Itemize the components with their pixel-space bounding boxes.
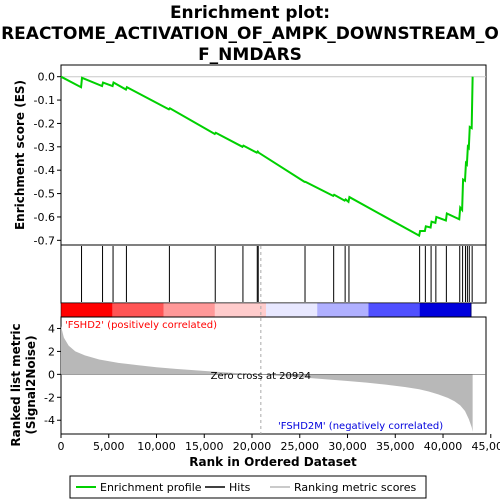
x-tick-label: 10,000: [137, 440, 176, 453]
hits-panel-frame: [60, 244, 487, 304]
x-tick-label: 40,000: [424, 440, 463, 453]
chart-title: Enrichment plot: REACTOME_ACTIVATION_OF_…: [1, 3, 499, 65]
hit-marks: [81, 246, 473, 302]
color-bar-segment: [368, 303, 421, 317]
es-y-tick-label: -0.4: [34, 164, 55, 177]
color-bar-segment: [419, 303, 472, 317]
ranked-metric-panel: 420-2-4 'FSHD2' (positively correlated) …: [9, 246, 487, 447]
x-tick-label: 25,000: [281, 440, 320, 453]
x-tick-label: 0: [58, 440, 65, 453]
color-bar-segments: [61, 303, 472, 317]
metric-y-axis-label-line-1: Ranked list metric: [9, 323, 23, 446]
ranking-metric-area: [61, 326, 473, 432]
metric-y-axis-label-line-2: (Signal2Noise): [24, 335, 38, 434]
color-bar-segment: [61, 303, 113, 317]
es-y-tick-label: -0.2: [34, 117, 55, 130]
title-line-1: Enrichment plot:: [170, 3, 330, 23]
es-y-tick-label: 0.0: [38, 71, 56, 84]
color-bar-segment: [266, 303, 318, 317]
legend-label-ranking-metric: Ranking metric scores: [294, 481, 416, 494]
legend-frame: [69, 475, 427, 499]
es-y-axis-label: Enrichment score (ES): [13, 80, 27, 230]
es-y-tick-label: -0.3: [34, 141, 55, 154]
zero-cross-label: Zero cross at 20924: [211, 371, 311, 382]
es-panel-frame: [60, 64, 487, 246]
x-ticks: 0 5,000 10,000 15,000 20,000 25,000 30,000 35,0…: [58, 434, 500, 453]
es-y-tick-label: -0.1: [34, 94, 55, 107]
enrichment-profile-line: [60, 75, 474, 238]
x-tick-label: 30,000: [328, 440, 367, 453]
title-line-3: F_NMDARS: [198, 45, 302, 65]
metric-y-tick-label: 0: [48, 368, 55, 381]
x-tick-label: 45,000: [472, 440, 500, 453]
x-tick-label: 5,000: [93, 440, 125, 453]
rank-color-bar: [60, 302, 472, 318]
x-tick-label: 35,000: [376, 440, 415, 453]
color-bar-segment: [112, 303, 164, 317]
metric-y-tick-label: 4: [48, 322, 55, 335]
metric-y-ticks: 4 2 0 -2 -4: [44, 322, 61, 427]
color-bar-segment: [163, 303, 216, 317]
es-panel: 0.0 -0.1 -0.2 -0.3 -0.4 -0.5 -0.6 -0.7 Enrichme…: [13, 64, 487, 247]
x-tick-label: 15,000: [185, 440, 224, 453]
color-bar-segment: [317, 303, 369, 317]
title-line-2: REACTOME_ACTIVATION_OF_AMPK_DOWNSTREAM_O: [1, 24, 499, 44]
es-y-tick-label: -0.6: [34, 211, 55, 224]
metric-y-tick-label: -2: [44, 391, 55, 404]
negative-correlation-label: 'FSHD2M' (negatively correlated): [278, 421, 443, 432]
x-axis-label: Rank in Ordered Dataset: [189, 455, 357, 469]
x-axis: 0 5,000 10,000 15,000 20,000 25,000 30,000 35,0…: [58, 434, 500, 469]
legend: Enrichment profile Hits Ranking metric s…: [69, 475, 427, 499]
color-bar-segment: [214, 303, 267, 317]
metric-y-tick-label: -4: [44, 414, 55, 427]
x-tick-label: 20,000: [233, 440, 272, 453]
es-y-tick-label: -0.7: [34, 234, 55, 247]
metric-y-tick-label: 2: [48, 345, 55, 358]
legend-label-enrichment-profile: Enrichment profile: [100, 481, 202, 494]
positive-correlation-label: 'FSHD2' (positively correlated): [65, 320, 217, 331]
hits-panel: [60, 244, 487, 304]
legend-label-hits: Hits: [229, 481, 251, 494]
es-y-tick-label: -0.5: [34, 188, 55, 201]
es-y-ticks: 0.0 -0.1 -0.2 -0.3 -0.4 -0.5 -0.6 -0.7: [34, 71, 61, 247]
